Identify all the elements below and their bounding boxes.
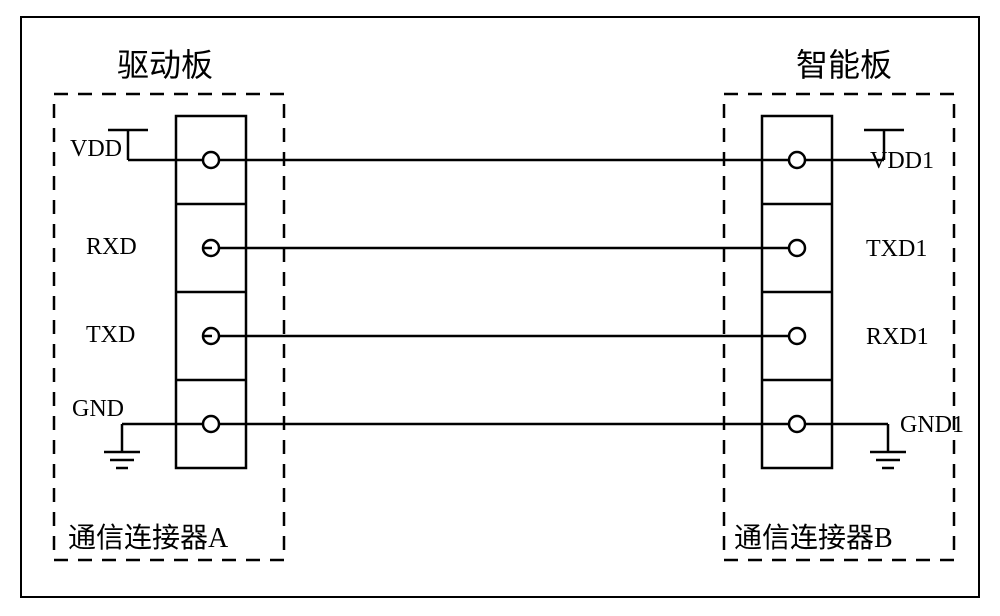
left-connector-label: 通信连接器A	[68, 516, 228, 556]
right-pin-txd1-label: TXD1	[866, 236, 927, 263]
diagram-container: 驱动板 智能板 VDD RXD TXD GND VDD1 TXD1 RXD1 G…	[0, 0, 1000, 616]
left-pin-rxd-label: RXD	[86, 234, 137, 261]
outer-frame	[20, 16, 980, 598]
left-board-title: 驱动板	[65, 40, 265, 86]
right-pin-rxd1-label: RXD1	[866, 324, 929, 351]
left-pin-gnd-label: GND	[72, 396, 124, 423]
right-board-title: 智能板	[744, 40, 944, 86]
left-pin-vdd-label: VDD	[70, 136, 122, 163]
left-pin-txd-label: TXD	[86, 322, 135, 349]
right-connector-label: 通信连接器B	[734, 516, 893, 556]
right-pin-gnd1-label: GND1	[900, 412, 964, 439]
right-pin-vdd1-label: VDD1	[870, 148, 934, 175]
